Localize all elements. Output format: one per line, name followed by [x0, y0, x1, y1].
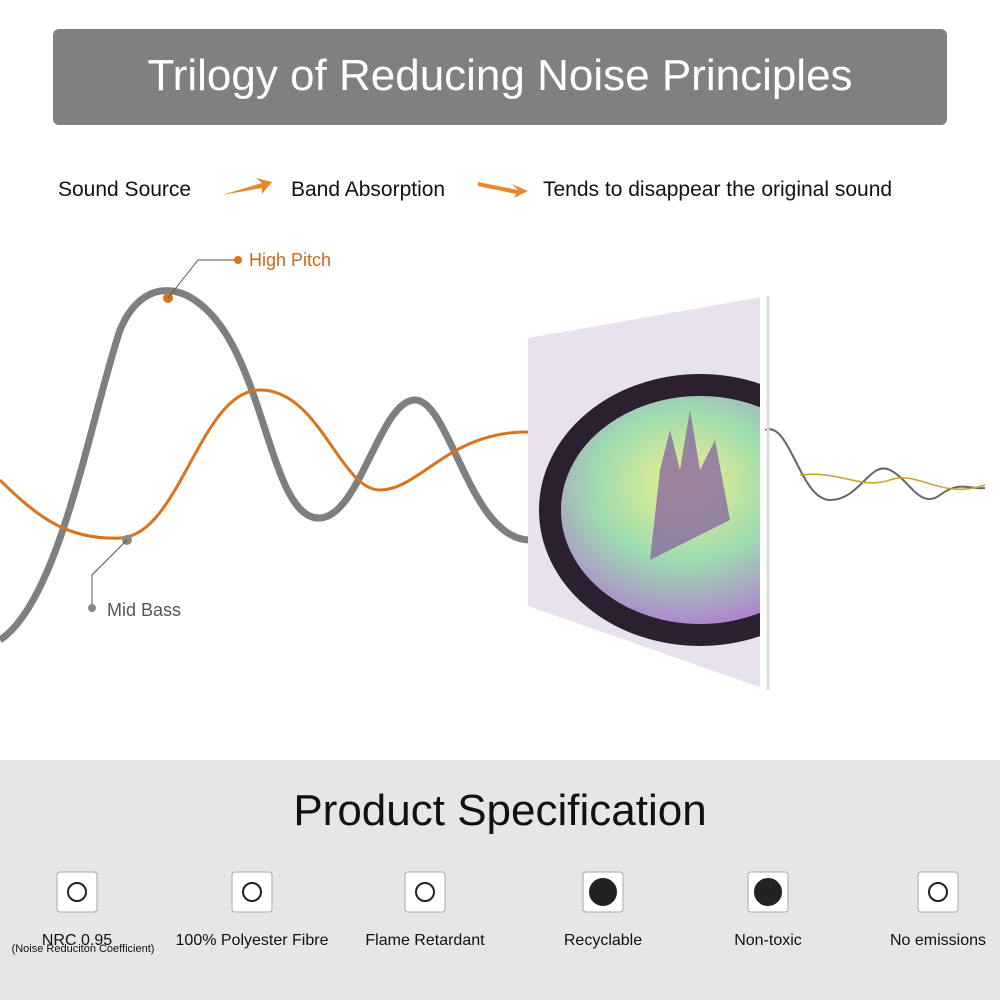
- feature-glyph: [67, 882, 87, 902]
- panel-edge: [760, 296, 770, 690]
- bass-wave: [0, 287, 531, 643]
- feature-label: Flame Retardant: [365, 932, 485, 949]
- flow-step: Sound Source: [58, 178, 191, 201]
- title: Trilogy of Reducing Noise Principles: [147, 51, 852, 100]
- feature-glyph: [928, 882, 948, 902]
- feature-label: NRC 0.95: [42, 932, 112, 949]
- out-wave: [799, 473, 986, 490]
- feature-note: (Noise Reduciton Coefficient): [12, 943, 155, 955]
- feature-label: Non-toxic: [734, 932, 802, 949]
- spec-title: Product Specification: [293, 786, 706, 835]
- feature-label: 100% Polyester Fibre: [176, 932, 329, 949]
- marker: [88, 604, 96, 612]
- leader: [91, 539, 128, 608]
- leader: [167, 259, 238, 299]
- mask: [770, 296, 1000, 700]
- feature-icon: [917, 871, 959, 913]
- out-wave: [764, 428, 986, 502]
- feature-icon: [231, 871, 273, 913]
- feature-glyph: [589, 878, 617, 906]
- feature-glyph: [415, 882, 435, 902]
- spec-section: [0, 760, 1000, 1000]
- feature-label: No emissions: [890, 932, 986, 949]
- feature-icon: [56, 871, 98, 913]
- marker: [234, 256, 242, 264]
- castle: [650, 410, 730, 560]
- feature-label: Recyclable: [564, 932, 642, 949]
- label: High Pitch: [249, 250, 331, 270]
- feature-glyph: [242, 882, 262, 902]
- flow-step: Tends to disappear the original sound: [543, 178, 892, 201]
- arrow: [478, 182, 528, 198]
- flow-step: Band Absorption: [291, 178, 445, 201]
- label: Mid Bass: [107, 600, 181, 620]
- pitch-wave: [0, 388, 531, 540]
- feature-glyph: [754, 878, 782, 906]
- arrow: [222, 178, 272, 195]
- title-banner: [53, 29, 947, 125]
- feature-icon: [404, 871, 446, 913]
- feature-list: NRC 0.95(Noise Reduciton Coefficient) 100…: [12, 871, 986, 955]
